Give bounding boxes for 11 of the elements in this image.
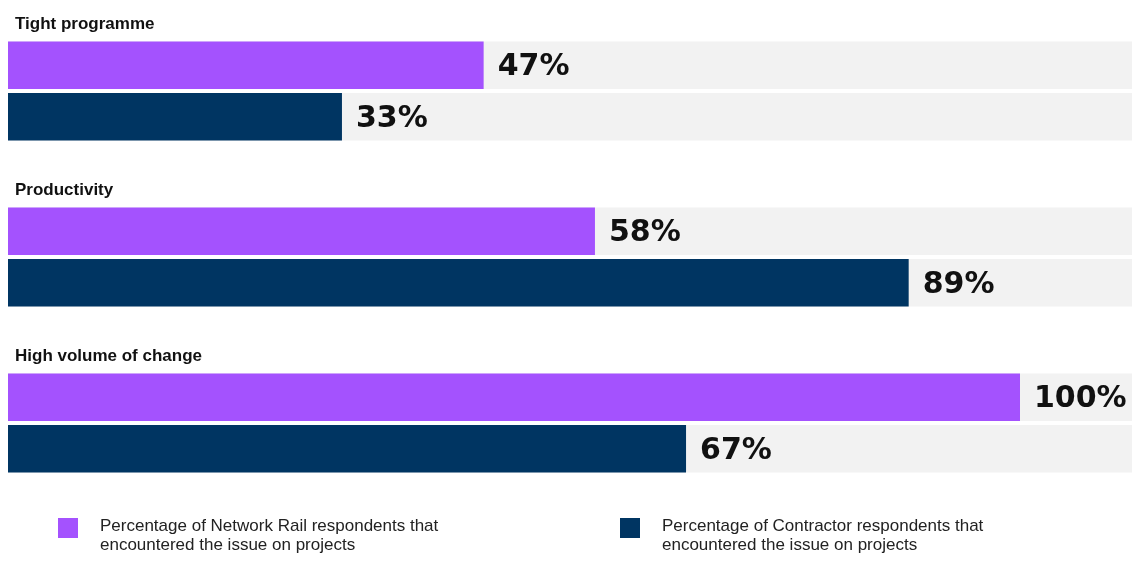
data-label: 100% bbox=[1034, 379, 1127, 415]
y-tick-label: Tight programme bbox=[15, 14, 155, 34]
data-label: 89% bbox=[922, 264, 995, 300]
data-label: 58% bbox=[608, 213, 681, 249]
y-tick-label: Productivity bbox=[15, 180, 114, 200]
data-label: 33% bbox=[355, 98, 428, 134]
data-label: 47% bbox=[497, 47, 570, 83]
y-tick-label: High volume of change bbox=[15, 346, 203, 366]
legend-label: Percentage of Network Rail respondents that encountered the issue on projects bbox=[100, 516, 440, 554]
legend-label: Percentage of Contractor respondents that encountered the issue on projects bbox=[662, 516, 985, 554]
data-label: 67% bbox=[700, 430, 772, 466]
